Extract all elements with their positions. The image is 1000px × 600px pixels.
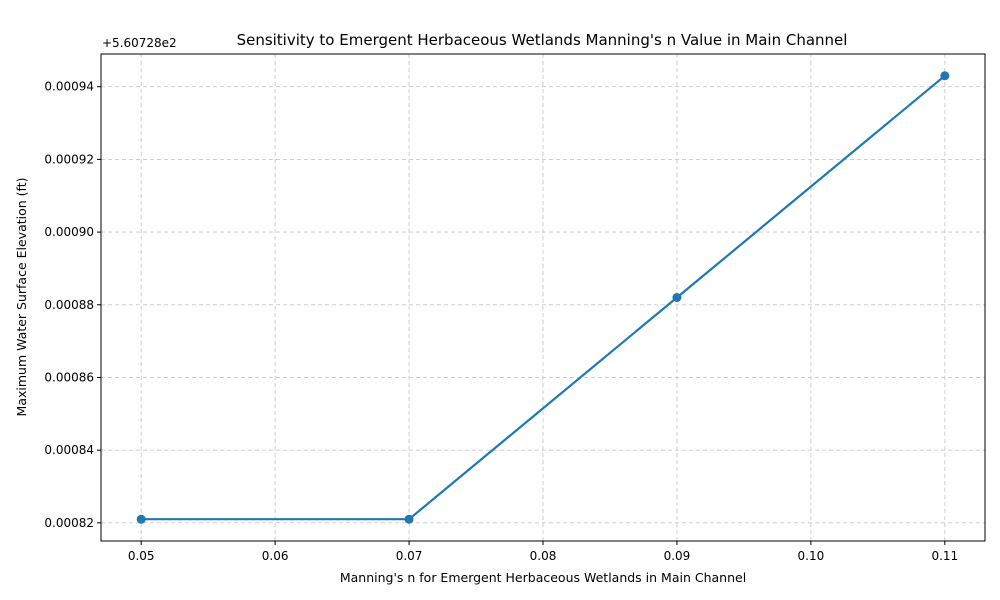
y-tick-label: 0.00092 <box>44 152 94 166</box>
x-tick-label: 0.09 <box>664 549 691 563</box>
x-tick-label: 0.11 <box>931 549 958 563</box>
x-tick-label: 0.07 <box>396 549 423 563</box>
data-point <box>672 293 682 302</box>
x-ticks: 0.05 0.06 0.07 0.08 0.09 0.10 0.11 <box>128 541 958 563</box>
y-tick-label: 0.00088 <box>44 298 94 312</box>
data-point <box>136 514 146 524</box>
data-point <box>940 71 950 81</box>
y-ticks: 0.00082 0.00084 0.00086 0.00088 0.00090 0.000… <box>44 80 101 530</box>
y-tick-label: 0.00094 <box>44 80 94 94</box>
y-axis-label: Maximum Water Surface Elevation (ft) <box>14 178 29 417</box>
x-tick-label: 0.06 <box>262 549 289 563</box>
x-tick-label: 0.10 <box>798 549 825 563</box>
y-offset-label: +5.60728e2 <box>102 36 177 50</box>
data-point <box>404 514 414 524</box>
data-layer <box>136 71 950 524</box>
series-line <box>141 74 946 521</box>
y-tick-label: 0.00090 <box>44 225 94 239</box>
x-tick-label: 0.05 <box>128 549 155 563</box>
y-tick-label: 0.00086 <box>44 370 94 384</box>
x-axis-label: Manning's n for Emergent Herbaceous Wetl… <box>340 570 746 585</box>
x-tick-label: 0.08 <box>530 549 557 563</box>
chart-title: Sensitivity to Emergent Herbaceous Wetla… <box>237 31 848 49</box>
y-tick-label: 0.00082 <box>44 516 94 530</box>
grid-layer <box>101 54 985 541</box>
y-tick-label: 0.00084 <box>44 443 94 457</box>
